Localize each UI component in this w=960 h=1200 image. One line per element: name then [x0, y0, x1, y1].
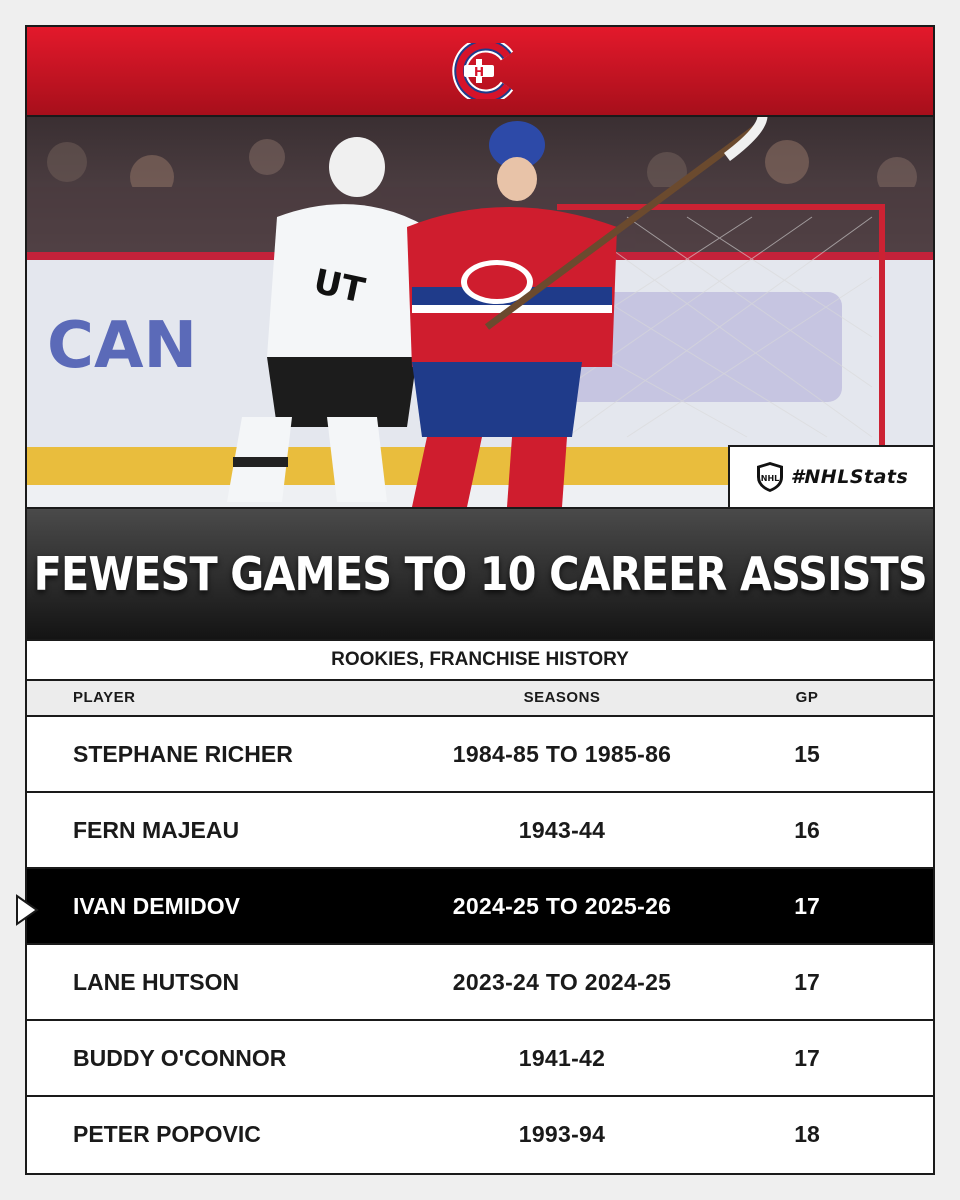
player-name: FERN MAJEAU [73, 817, 240, 843]
game-photo: CAN UT [27, 117, 933, 507]
game-photo-illustration: CAN UT [27, 117, 933, 507]
column-header-player: PLAYER [73, 689, 136, 706]
table-row: LANE HUTSON 2023-24 TO 2024-25 17 [27, 945, 933, 1021]
seasons-value: 1943-44 [518, 817, 606, 843]
seasons-value: 1993-94 [518, 1121, 606, 1147]
seasons-value: 1984-85 TO 1985-86 [452, 741, 672, 767]
table-row: PETER POPOVIC 1993-94 18 [27, 1097, 933, 1173]
table-row-highlighted: IVAN DEMIDOV 2024-25 TO 2025-26 17 [27, 869, 933, 945]
graphic-card: H CAN [25, 25, 935, 1175]
seasons-value: 2023-24 TO 2024-25 [452, 969, 672, 995]
canadiens-player-figure [407, 117, 768, 507]
player-name: PETER POPOVIC [73, 1121, 261, 1147]
table-header: PLAYER SEASONS GP [27, 681, 933, 717]
seasons-value: 2024-25 TO 2025-26 [452, 893, 672, 919]
player-name: BUDDY O'CONNOR [73, 1045, 287, 1071]
column-header-gp: GP [795, 689, 819, 706]
subtitle: ROOKIES, FRANCHISE HISTORY [27, 641, 933, 681]
nhl-stats-badge: NHL #NHLStats [728, 445, 933, 507]
gp-value: 17 [794, 893, 820, 919]
column-header-seasons: SEASONS [523, 689, 601, 706]
gp-value: 17 [794, 969, 820, 995]
header-bar: H [27, 27, 933, 117]
seasons-value: 1941-42 [518, 1045, 606, 1071]
gp-value: 18 [794, 1121, 820, 1147]
gp-value: 15 [794, 741, 820, 767]
player-name: IVAN DEMIDOV [73, 893, 240, 919]
player-name: STEPHANE RICHER [73, 741, 293, 767]
board-ad-text: CAN [47, 309, 197, 383]
title-band: FEWEST GAMES TO 10 CAREER ASSISTS [27, 507, 933, 641]
page-title: FEWEST GAMES TO 10 CAREER ASSISTS [33, 547, 927, 601]
table-row: FERN MAJEAU 1943-44 16 [27, 793, 933, 869]
gp-value: 16 [794, 817, 820, 843]
svg-text:NHL: NHL [760, 474, 779, 483]
svg-text:H: H [474, 65, 484, 79]
table-row: STEPHANE RICHER 1984-85 TO 1985-86 15 [27, 717, 933, 793]
hashtag-text: #NHLStats [790, 466, 909, 488]
utah-player-figure: UT [227, 137, 427, 502]
gp-value: 17 [794, 1045, 820, 1071]
canadiens-logo-icon: H [452, 43, 514, 99]
nhl-shield-icon: NHL [756, 462, 783, 492]
table-row: BUDDY O'CONNOR 1941-42 17 [27, 1021, 933, 1097]
row-pointer-icon [16, 894, 39, 926]
table-body: STEPHANE RICHER 1984-85 TO 1985-86 15 FE… [27, 717, 933, 1173]
player-name: LANE HUTSON [73, 969, 240, 995]
